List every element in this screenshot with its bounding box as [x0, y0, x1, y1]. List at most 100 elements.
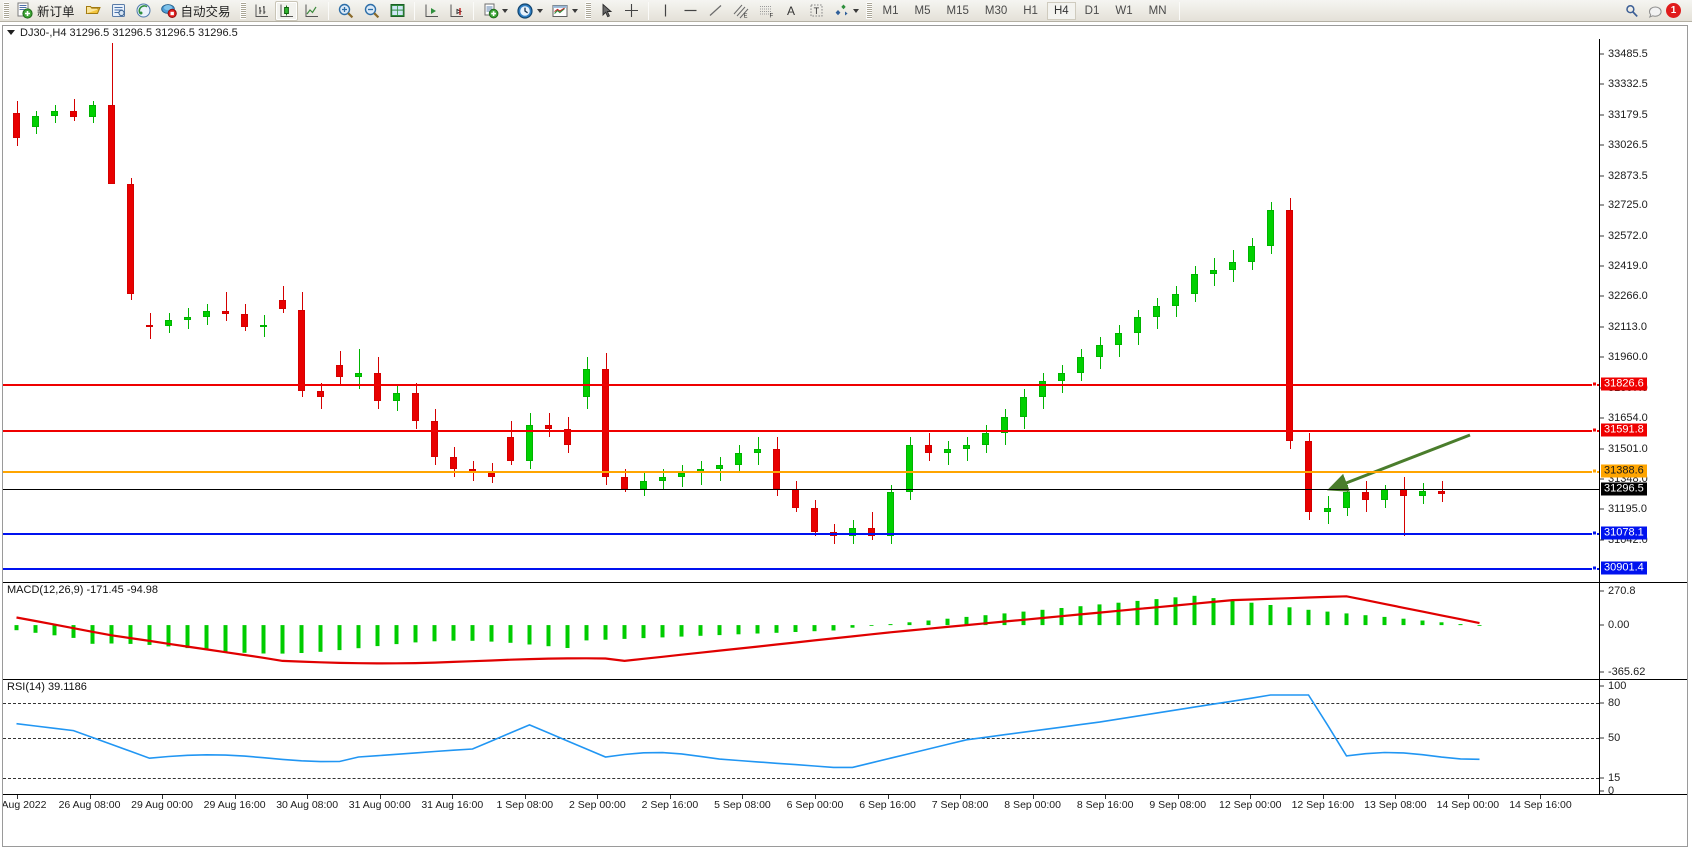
market-watch-button[interactable]	[107, 1, 130, 21]
price-axis-tick	[1600, 448, 1604, 450]
cursor-tool-button[interactable]	[595, 1, 618, 21]
price-level-tag-support[interactable]: 30901.4	[1601, 561, 1647, 575]
equidistant-channel-button[interactable]: E	[729, 1, 753, 21]
toolbar-separator-2	[413, 1, 415, 20]
text-tool-button[interactable]: A	[781, 1, 803, 21]
new-order-button[interactable]: 新订单	[13, 1, 80, 21]
price-level-handle[interactable]	[1592, 530, 1597, 536]
rsi-axis-tick-label: 50	[1608, 731, 1621, 744]
price-level-tag-resistance[interactable]: 31826.6	[1601, 377, 1647, 391]
templates-caret-icon[interactable]	[571, 8, 578, 13]
rsi-axis[interactable]: 100 80 50 15 0	[1599, 680, 1687, 797]
horizontal-line-button[interactable]	[679, 1, 702, 21]
trendline-button[interactable]	[704, 1, 727, 21]
terminal-button[interactable]	[82, 1, 105, 21]
time-axis-label: 5 Sep 08:00	[714, 799, 771, 811]
add-indicator-icon	[484, 3, 498, 19]
timeframe-w1[interactable]: W1	[1115, 4, 1133, 17]
price-level-line-last-price[interactable]	[3, 489, 1599, 491]
timeframe-h1[interactable]: H1	[1023, 4, 1038, 17]
price-plot-area[interactable]	[3, 39, 1599, 582]
macd-pane[interactable]: MACD(12,26,9) -171.45 -94.98 270.8 0.00 -3…	[3, 582, 1687, 679]
price-level-tag-support[interactable]: 31078.1	[1601, 526, 1647, 540]
price-level-line-pivot[interactable]	[3, 470, 1599, 473]
vertical-line-button[interactable]	[654, 1, 677, 21]
price-level-line-support[interactable]	[3, 532, 1599, 535]
period-caret-icon[interactable]	[536, 8, 543, 13]
macd-plot-area[interactable]	[3, 583, 1599, 679]
macd-axis[interactable]: 270.8 0.00 -365.62	[1599, 583, 1687, 679]
notification-badge: 1	[1666, 3, 1681, 18]
time-axis-tick	[742, 795, 744, 799]
price-axis[interactable]: 33485.5 33332.5 33179.5 33026.5 32873.5 32725…	[1599, 39, 1687, 582]
price-level-tag-resistance[interactable]: 31591.8	[1601, 423, 1647, 437]
price-axis-tick	[1600, 83, 1604, 85]
rsi-label: RSI(14) 39.1186	[7, 681, 87, 693]
indicators-button[interactable]	[479, 1, 511, 21]
text-label-icon: T	[810, 4, 823, 17]
time-axis-label: 29 Aug 00:00	[131, 799, 194, 811]
chart-frame[interactable]: DJ30-,H4 31296.5 31296.5 31296.5 31296.5…	[2, 25, 1688, 847]
toolbar-grip-3[interactable]	[584, 2, 591, 19]
price-level-handle[interactable]	[1592, 468, 1597, 474]
time-axis-label: 9 Sep 08:00	[1149, 799, 1207, 811]
trend-arrow-annotation[interactable]	[3, 39, 1599, 582]
toolbar-grip[interactable]	[3, 2, 9, 19]
auto-scroll-icon	[425, 4, 438, 17]
search-button[interactable]	[1621, 1, 1643, 21]
timeframe-m5[interactable]: M5	[914, 4, 931, 17]
arrows-button[interactable]	[830, 1, 862, 21]
timeframe-d1[interactable]: D1	[1084, 4, 1100, 17]
rsi-axis-tick	[1600, 777, 1604, 779]
time-axis-label: 7 Sep 08:00	[931, 799, 989, 811]
chart-menu-caret-icon[interactable]	[7, 30, 15, 35]
crosshair-icon	[624, 4, 638, 17]
time-axis-label: 12 Sep 16:00	[1291, 799, 1355, 811]
time-axis-tick	[1105, 795, 1107, 799]
period-button[interactable]	[513, 1, 546, 21]
autotrading-label: 自动交易	[180, 5, 231, 19]
timeframe-mn[interactable]: MN	[1148, 4, 1167, 17]
arrows-caret-icon[interactable]	[852, 8, 859, 13]
timeframe-h4[interactable]: H4	[1046, 1, 1076, 20]
notifications-button[interactable]: 1	[1645, 1, 1684, 21]
timeframe-m15[interactable]: M15	[946, 4, 969, 17]
time-axis-tick	[1177, 795, 1179, 799]
rsi-plot-area[interactable]	[3, 680, 1599, 794]
toolbar-grip-4[interactable]	[865, 2, 872, 19]
data-window-button[interactable]	[386, 1, 409, 21]
price-level-tag-pivot[interactable]: 31388.6	[1601, 464, 1647, 478]
price-level-handle[interactable]	[1592, 427, 1597, 433]
autotrading-button[interactable]: 自动交易	[157, 1, 236, 21]
auto-scroll-button[interactable]	[420, 1, 443, 21]
templates-button[interactable]	[548, 1, 581, 21]
crosshair-tool-button[interactable]	[620, 1, 643, 21]
timeframe-group: M1 M5 M15 M30 H1 H4 D1 W1 MN	[875, 1, 1175, 20]
signals-button[interactable]	[132, 1, 155, 21]
chart-shift-button[interactable]	[445, 1, 468, 21]
time-axis-label: 2 Sep 16:00	[641, 799, 699, 811]
price-level-line-resistance[interactable]	[3, 430, 1599, 433]
price-axis-tick-label: 31960.0	[1608, 351, 1648, 364]
price-level-handle[interactable]	[1592, 565, 1597, 571]
price-level-handle[interactable]	[1592, 381, 1597, 387]
bar-chart-button[interactable]	[250, 1, 273, 21]
indicators-caret-icon[interactable]	[501, 8, 508, 13]
line-chart-button[interactable]	[300, 1, 323, 21]
price-level-line-resistance[interactable]	[3, 383, 1599, 386]
price-level-tag-last-price[interactable]: 31296.5	[1601, 482, 1647, 496]
timeframe-m30[interactable]: M30	[984, 4, 1008, 17]
toolbar-grip-2[interactable]	[239, 2, 246, 19]
timeframe-m1[interactable]: M1	[882, 4, 899, 17]
text-icon: A	[787, 4, 795, 18]
zoom-in-button[interactable]	[334, 1, 358, 21]
candlestick-chart-button[interactable]	[274, 0, 298, 21]
fibonacci-button[interactable]: F	[755, 1, 779, 21]
new-order-label: 新订单	[37, 5, 75, 19]
price-level-line-support[interactable]	[3, 567, 1599, 570]
time-axis[interactable]: 25 Aug 2022 26 Aug 08:00 29 Aug 00:00 29 Au…	[3, 794, 1687, 846]
zoom-out-button[interactable]	[360, 1, 384, 21]
text-label-button[interactable]: T	[805, 1, 828, 21]
price-pane[interactable]: 33485.5 33332.5 33179.5 33026.5 32873.5 32725…	[3, 39, 1687, 582]
rsi-pane[interactable]: RSI(14) 39.1186 100 80 50 15 0	[3, 679, 1687, 797]
